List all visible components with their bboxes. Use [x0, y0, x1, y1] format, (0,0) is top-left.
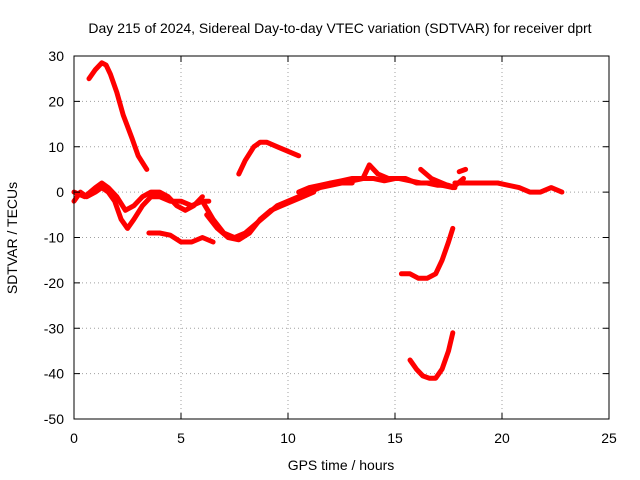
series-arc-trough-lower	[204, 189, 317, 243]
series-arc-near-zero-a	[71, 185, 212, 231]
series-arc-evening	[452, 180, 565, 195]
series-arc-high-early	[86, 60, 150, 172]
y-tick-label: -10	[44, 230, 64, 246]
series-arc-small-late	[456, 166, 469, 175]
x-tick-label: 15	[387, 430, 403, 446]
y-tick-label: 20	[48, 93, 64, 109]
y-tick-label: 10	[48, 139, 64, 155]
series-arc-mid-rise	[236, 139, 302, 177]
x-tick-label: 25	[601, 430, 617, 446]
y-tick-label: -40	[44, 366, 64, 382]
x-axis-title: GPS time / hours	[288, 457, 395, 473]
y-tick-label: 30	[48, 48, 64, 64]
grid	[74, 56, 609, 419]
x-tick-label: 0	[70, 430, 78, 446]
series-arc-negative-20	[398, 225, 456, 281]
ticks: 0 5 10 15 20 25 -50 -40 -30 -20 -10 0 10 20 30	[44, 48, 617, 446]
x-tick-label: 5	[177, 430, 185, 446]
x-tick-label: 20	[494, 430, 510, 446]
series-arc-negative-40	[407, 330, 456, 381]
y-axis-title: SDTVAR / TECUs	[4, 182, 20, 294]
y-tick-label: -50	[44, 411, 64, 427]
series-layer	[71, 60, 565, 381]
y-tick-label: 0	[56, 184, 64, 200]
y-tick-label: -20	[44, 275, 64, 291]
series-arc-dip-midday	[146, 230, 216, 245]
y-tick-label: -30	[44, 320, 64, 336]
chart-title: Day 215 of 2024, Sidereal Day-to-day VTE…	[88, 20, 591, 36]
x-tick-label: 10	[280, 430, 296, 446]
series-arc-near-zero-b	[71, 180, 205, 213]
series-arc-afternoon-b	[328, 176, 458, 191]
